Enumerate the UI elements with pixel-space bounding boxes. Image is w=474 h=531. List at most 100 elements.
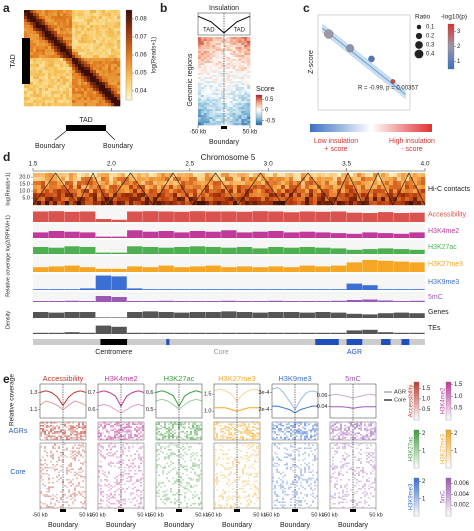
heatmap-cell [235, 49, 239, 52]
heatmap-cell [110, 465, 112, 467]
hic-cell [317, 189, 322, 194]
heatmap-cell [222, 497, 224, 499]
heatmap-cell [252, 432, 254, 434]
heatmap-cell [75, 55, 79, 59]
annotation: Boundary [103, 143, 133, 150]
heatmap-cell [224, 103, 228, 106]
heatmap-cell [246, 426, 248, 428]
heatmap-cell [170, 470, 172, 472]
heatmap-cell [274, 425, 276, 427]
heatmap-cell [140, 446, 142, 448]
heatmap-cell [114, 97, 118, 101]
heatmap-cell [50, 425, 52, 427]
heatmap-cell [198, 59, 202, 62]
heatmap-cell [238, 425, 240, 427]
heatmap-cell [221, 37, 225, 40]
heatmap-cell [39, 46, 43, 50]
hic-cell [209, 185, 214, 190]
heatmap-cell [248, 444, 250, 446]
heatmap-cell [39, 16, 43, 20]
heatmap-cell [158, 449, 160, 451]
colorbar-title: Score [256, 86, 274, 93]
heatmap-cell [111, 64, 115, 68]
hic-cell [233, 181, 238, 186]
heatmap-cell [240, 423, 242, 425]
heatmap-cell [186, 470, 188, 472]
hic-cell [365, 189, 370, 194]
hic-cell [313, 185, 318, 190]
heatmap-cell [229, 89, 233, 92]
heatmap-cell [215, 113, 219, 116]
heatmap-cell [48, 49, 52, 53]
heatmap-cell [66, 437, 68, 439]
heatmap-cell [206, 73, 210, 76]
heatmap-cell [198, 464, 200, 466]
heatmap-cell [214, 455, 216, 457]
heatmap-cell [232, 83, 236, 86]
heatmap-cell [209, 91, 213, 94]
heatmap-cell [40, 501, 42, 503]
hic-cell [385, 185, 390, 190]
heatmap-cell [190, 432, 192, 434]
heatmap-cell [242, 437, 244, 439]
heatmap-cell [188, 482, 190, 484]
heatmap-cell [290, 467, 292, 469]
heatmap-cell [226, 468, 228, 470]
heatmap-cell [56, 494, 58, 496]
heatmap-cell [244, 43, 248, 46]
heatmap-cell [52, 497, 54, 499]
heatmap-cell [306, 422, 308, 424]
heatmap-cell [75, 103, 79, 107]
heatmap-cell [256, 486, 258, 488]
heatmap-cell [286, 462, 288, 464]
hic-cell [389, 173, 394, 178]
hic-cell [89, 201, 94, 206]
tad-bar [66, 125, 106, 131]
heatmap-cell [215, 73, 219, 76]
heatmap-cell [58, 435, 60, 437]
heatmap-cell [254, 429, 256, 431]
heatmap-cell [203, 59, 207, 62]
heatmap-cell [93, 58, 97, 62]
heatmap-cell [203, 103, 207, 106]
heatmap-cell [232, 51, 236, 54]
heatmap-cell [99, 43, 103, 47]
heatmap-cell [272, 423, 274, 425]
heatmap-cell [214, 486, 216, 488]
heatmap-cell [192, 428, 194, 430]
heatmap-cell [156, 464, 158, 466]
heatmap-cell [42, 88, 46, 92]
heatmap-cell [226, 71, 231, 74]
heatmap-cell [166, 446, 168, 448]
heatmap-cell [58, 447, 60, 449]
heatmap-cell [215, 97, 219, 100]
heatmap-cell [45, 94, 49, 98]
heatmap-cell [108, 100, 112, 104]
heatmap-cell [198, 79, 202, 82]
track-bar [409, 289, 425, 290]
hic-cell [53, 173, 58, 178]
heatmap-cell [226, 97, 231, 100]
heatmap-cell [102, 432, 104, 434]
heatmap-cell [114, 40, 118, 44]
heatmap-cell [238, 67, 242, 70]
heatmap-cell [316, 425, 318, 427]
heatmap-cell [218, 69, 222, 72]
track-bar [315, 266, 331, 272]
heatmap-cell [216, 423, 218, 425]
heatmap-cell [196, 452, 198, 454]
heatmap-cell [57, 31, 61, 35]
heatmap-cell [196, 432, 198, 434]
heatmap-cell [308, 467, 310, 469]
heatmap-cell [42, 16, 46, 20]
heatmap-cell [45, 82, 49, 86]
heatmap-cell [206, 117, 210, 120]
heatmap-cell [224, 492, 226, 494]
heatmap-cell [100, 465, 102, 467]
heatmap-cell [36, 61, 40, 65]
heatmap-cell [244, 117, 248, 120]
hic-cell [349, 173, 354, 178]
hic-cell [417, 185, 422, 190]
heatmap-cell [102, 97, 106, 101]
